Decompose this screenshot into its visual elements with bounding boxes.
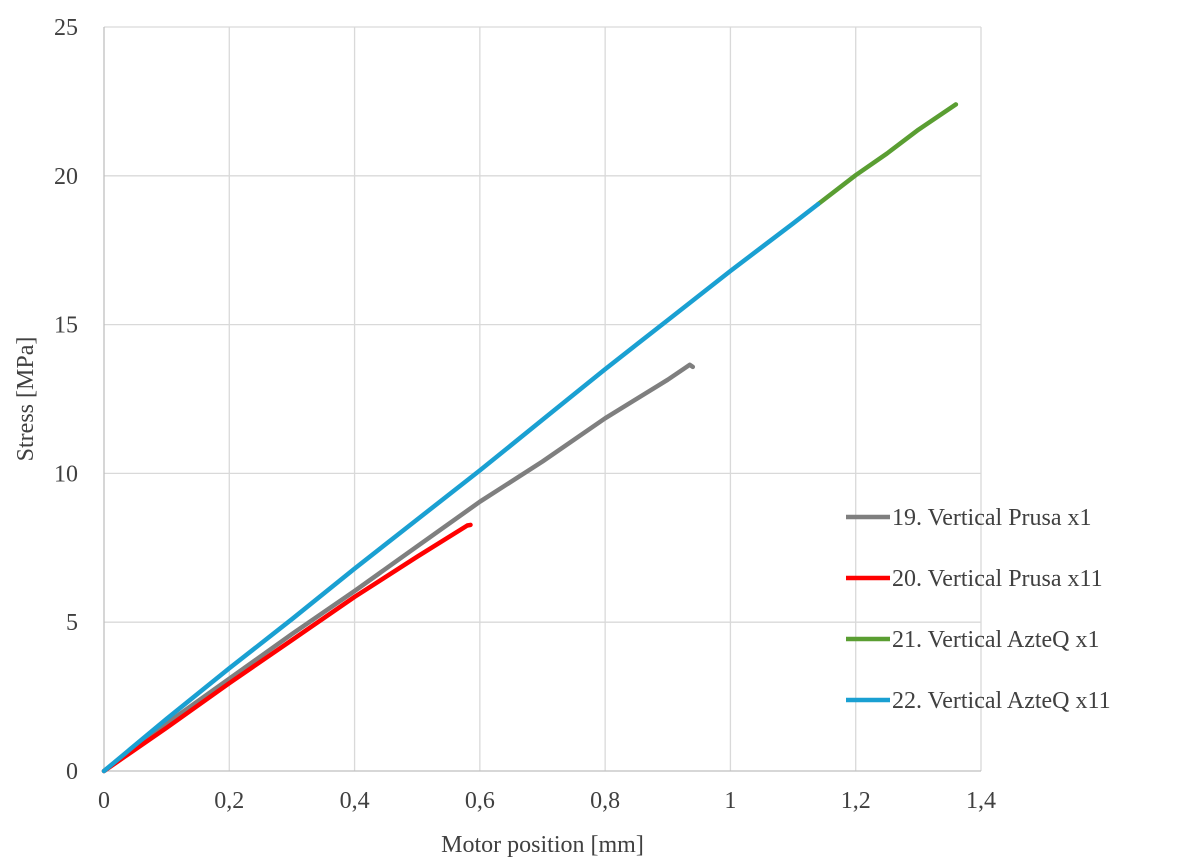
series-lines [101,102,959,774]
legend-label: 21. Vertical AzteQ x1 [892,627,1100,653]
x-tick-label: 0,6 [465,788,495,814]
legend-item: 20. Vertical Prusa x11 [846,566,1103,592]
legend-item: 19. Vertical Prusa x1 [846,505,1092,531]
series-line-3 [815,102,959,207]
legend-label: 20. Vertical Prusa x11 [892,566,1103,592]
x-tick-label: 1,4 [966,788,996,814]
x-tick-label: 0 [98,788,110,814]
series-line-1 [101,362,696,774]
y-tick-label: 25 [54,15,78,41]
x-tick-label: 0,4 [340,788,370,814]
y-tick-labels: 0 5 10 15 20 25 [54,15,78,785]
legend-label: 22. Vertical AzteQ x11 [892,688,1111,714]
y-tick-label: 0 [66,759,78,785]
legend: 19. Vertical Prusa x1 20. Vertical Prusa … [846,505,1111,714]
legend-label: 19. Vertical Prusa x1 [892,505,1092,531]
y-tick-label: 5 [66,610,78,636]
x-axis-title: Motor position [mm] [441,832,644,858]
series-line-4 [101,201,821,774]
legend-item: 21. Vertical AzteQ x1 [846,627,1100,653]
series-line-2 [101,522,473,774]
x-tick-label: 1 [724,788,736,814]
gridlines [104,26,982,771]
y-tick-label: 10 [54,461,78,487]
y-axis-title: Stress [MPa] [13,337,39,462]
x-tick-label: 0,2 [214,788,244,814]
x-tick-label: 1,2 [841,788,871,814]
axes [103,27,981,772]
legend-item: 22. Vertical AzteQ x11 [846,688,1111,714]
x-tick-label: 0,8 [590,788,620,814]
x-tick-labels: 0 0,2 0,4 0,6 0,8 1 1,2 1,4 [98,788,996,814]
y-tick-label: 20 [54,164,78,190]
y-tick-label: 15 [54,313,78,339]
